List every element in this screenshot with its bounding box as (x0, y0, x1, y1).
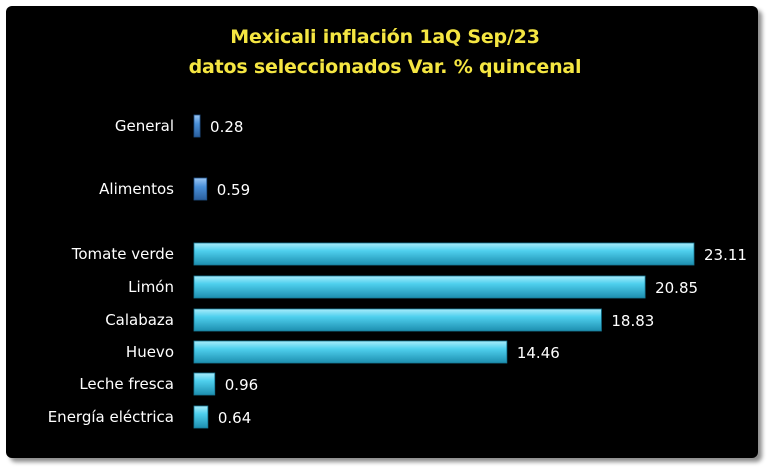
value-label-limon: 20.85 (655, 279, 698, 297)
category-label-limon: Limón (128, 278, 174, 296)
bar-limon (193, 275, 646, 299)
category-label-energia-electrica: Energía eléctrica (48, 408, 174, 426)
bar-energia-electrica (193, 405, 209, 429)
value-label-calabaza: 18.83 (611, 312, 654, 330)
chart-title-block: Mexicali inflación 1aQ Sep/23 datos sele… (0, 22, 770, 82)
category-label-calabaza: Calabaza (105, 311, 174, 329)
chart-frame (6, 6, 758, 458)
value-label-leche-fresca: 0.96 (225, 376, 258, 394)
value-label-alimentos: 0.59 (217, 181, 250, 199)
value-label-tomate-verde: 23.11 (704, 246, 747, 264)
bar-calabaza (193, 308, 602, 332)
category-label-leche-fresca: Leche fresca (79, 375, 174, 393)
bar-tomate-verde (193, 242, 695, 266)
bar-general (193, 114, 201, 138)
category-label-alimentos: Alimentos (99, 180, 174, 198)
chart-title: Mexicali inflación 1aQ Sep/23 (230, 26, 540, 48)
bar-alimentos (193, 177, 208, 201)
value-label-general: 0.28 (210, 118, 243, 136)
value-label-energia-electrica: 0.64 (218, 409, 251, 427)
category-label-tomate-verde: Tomate verde (71, 245, 174, 263)
bar-huevo (193, 340, 508, 364)
value-label-huevo: 14.46 (517, 344, 560, 362)
category-label-huevo: Huevo (126, 343, 174, 361)
chart-subtitle: datos seleccionados Var. % quincenal (188, 56, 582, 78)
bar-leche-fresca (193, 372, 216, 396)
category-label-general: General (115, 117, 174, 135)
